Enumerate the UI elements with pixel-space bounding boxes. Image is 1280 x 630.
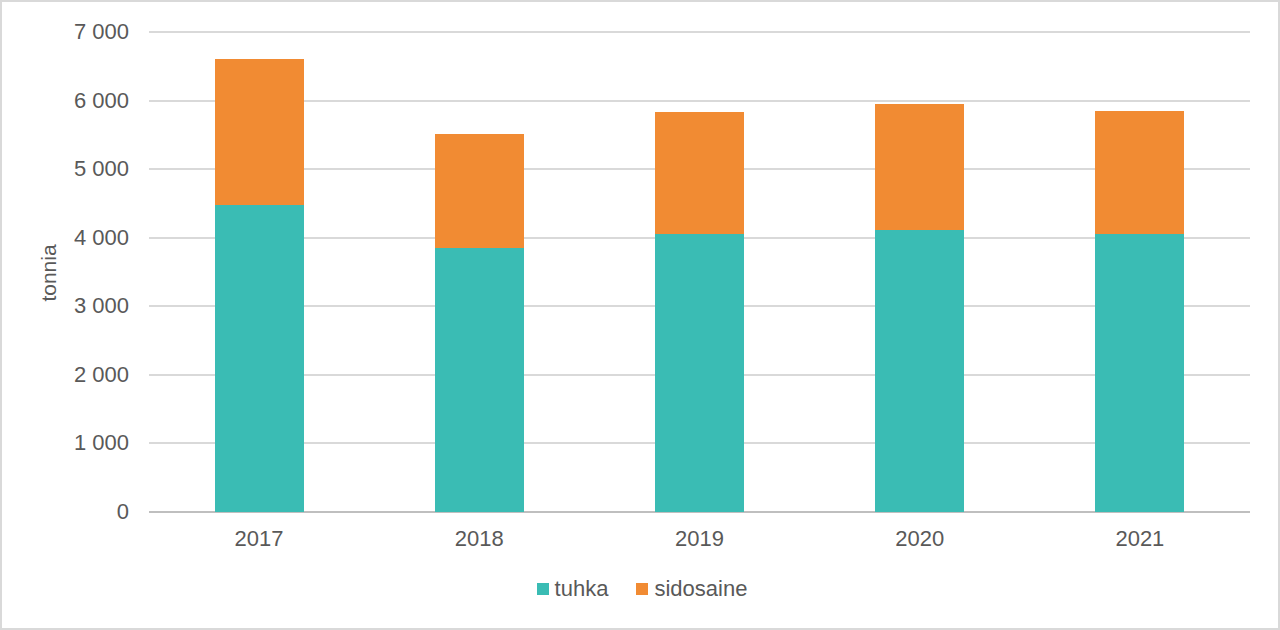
bar-segment-sidosaine-2021 (1095, 111, 1184, 234)
legend-swatch-sidosaine (636, 583, 648, 595)
x-tick-label-2017: 2017 (199, 528, 319, 550)
legend-label-sidosaine: sidosaine (654, 578, 747, 600)
chart-legend: tuhka sidosaine (2, 578, 1280, 600)
gridline-6000 (149, 100, 1250, 102)
bar-segment-sidosaine-2018 (435, 134, 524, 248)
chart-frame: tonnia 01 0002 0003 0004 0005 0006 0007 … (0, 0, 1280, 630)
y-tick-label-0: 0 (29, 501, 129, 523)
x-tick-label-2020: 2020 (860, 528, 980, 550)
legend-label-tuhka: tuhka (555, 578, 609, 600)
bar-segment-sidosaine-2019 (655, 112, 744, 234)
plot-area: tonnia 01 0002 0003 0004 0005 0006 0007 … (2, 2, 1280, 630)
legend-item-tuhka: tuhka (537, 578, 609, 600)
bar-segment-tuhka-2018 (435, 248, 524, 512)
y-tick-label-2000: 2 000 (29, 364, 129, 386)
bar-segment-sidosaine-2020 (875, 104, 964, 230)
bar-segment-tuhka-2021 (1095, 234, 1184, 512)
x-tick-label-2019: 2019 (640, 528, 760, 550)
y-tick-label-1000: 1 000 (29, 432, 129, 454)
x-tick-label-2021: 2021 (1080, 528, 1200, 550)
gridline-7000 (149, 31, 1250, 33)
x-tick-label-2018: 2018 (419, 528, 539, 550)
y-tick-label-6000: 6 000 (29, 90, 129, 112)
y-tick-label-3000: 3 000 (29, 295, 129, 317)
y-tick-label-5000: 5 000 (29, 158, 129, 180)
y-tick-label-4000: 4 000 (29, 227, 129, 249)
legend-swatch-tuhka (537, 583, 549, 595)
bar-segment-tuhka-2020 (875, 230, 964, 512)
bar-segment-tuhka-2017 (215, 205, 304, 512)
bar-segment-tuhka-2019 (655, 234, 744, 512)
legend-item-sidosaine: sidosaine (636, 578, 747, 600)
bar-segment-sidosaine-2017 (215, 59, 304, 205)
y-tick-label-7000: 7 000 (29, 21, 129, 43)
